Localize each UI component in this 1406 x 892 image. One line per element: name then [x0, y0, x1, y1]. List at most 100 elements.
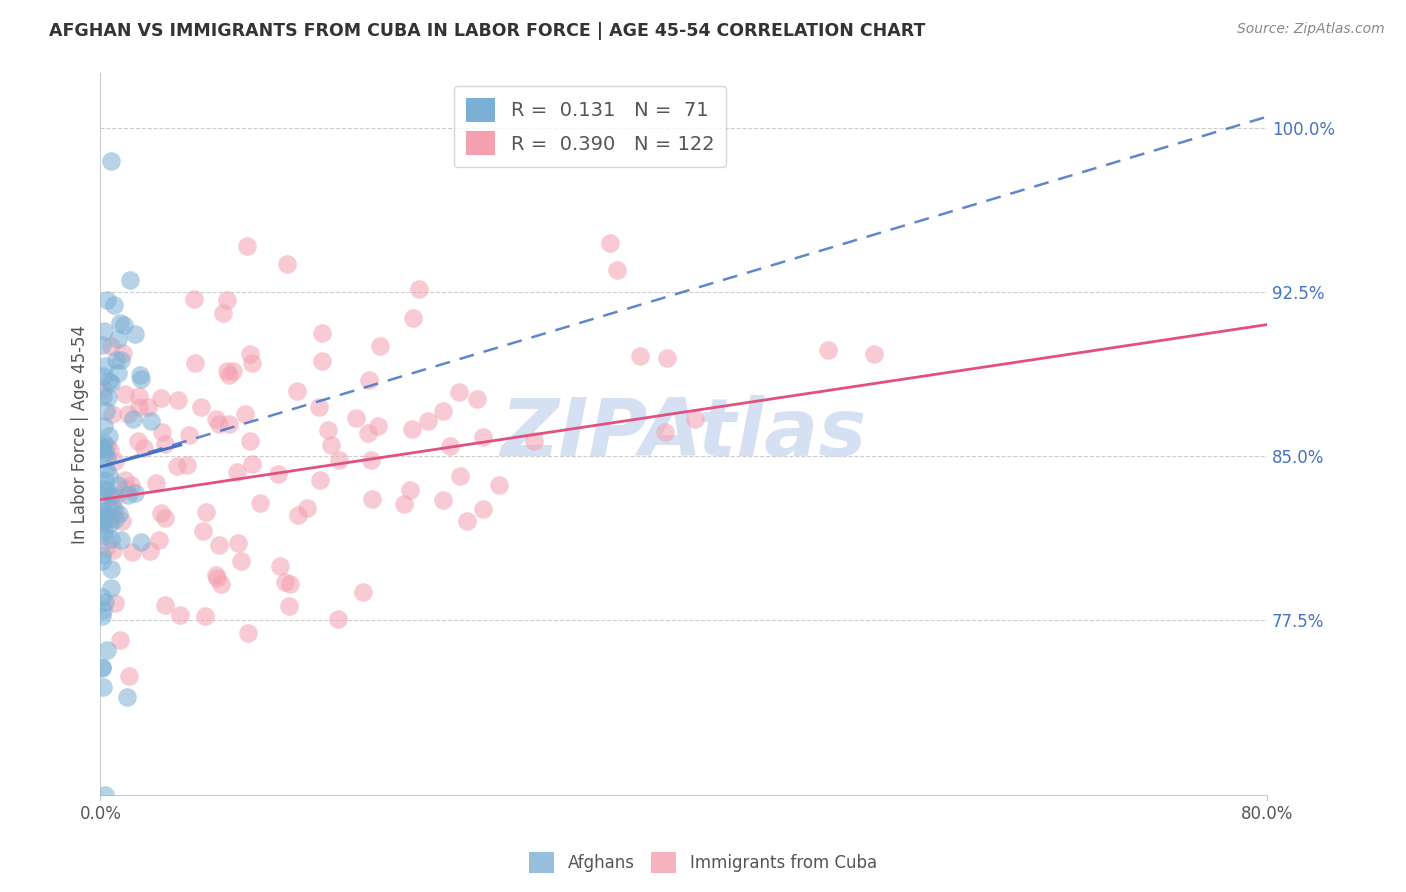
Point — [111, 346, 134, 360]
Point — [418, 414, 440, 428]
Point — [225, 465, 247, 479]
Point — [352, 585, 374, 599]
Point — [456, 515, 478, 529]
Point — [100, 562, 122, 576]
Point — [316, 423, 339, 437]
Point — [104, 454, 127, 468]
Point — [277, 599, 299, 614]
Point — [120, 478, 142, 492]
Point — [194, 609, 217, 624]
Point — [139, 414, 162, 428]
Point — [90, 505, 112, 519]
Point — [628, 349, 651, 363]
Point — [97, 390, 120, 404]
Point — [408, 282, 430, 296]
Point — [465, 392, 488, 406]
Point — [100, 581, 122, 595]
Point — [91, 488, 114, 502]
Point — [145, 476, 167, 491]
Point — [98, 516, 121, 531]
Point — [217, 293, 239, 307]
Point — [218, 417, 240, 431]
Point — [104, 511, 127, 525]
Point — [91, 369, 114, 384]
Point — [204, 412, 226, 426]
Point — [269, 559, 291, 574]
Point — [150, 425, 173, 439]
Point — [328, 453, 350, 467]
Point — [319, 437, 342, 451]
Point — [91, 680, 114, 694]
Point — [90, 608, 112, 623]
Point — [447, 384, 470, 399]
Text: ZIPAtlas: ZIPAtlas — [501, 395, 866, 473]
Point — [209, 577, 232, 591]
Point — [276, 257, 298, 271]
Point — [439, 439, 461, 453]
Point — [91, 504, 114, 518]
Point — [108, 632, 131, 647]
Point — [360, 453, 382, 467]
Point — [236, 625, 259, 640]
Point — [357, 426, 380, 441]
Point — [195, 505, 218, 519]
Point — [685, 412, 707, 426]
Text: Source: ZipAtlas.com: Source: ZipAtlas.com — [1237, 22, 1385, 37]
Point — [127, 434, 149, 449]
Point — [190, 400, 212, 414]
Point — [104, 503, 127, 517]
Point — [101, 488, 124, 502]
Point — [103, 298, 125, 312]
Point — [128, 368, 150, 383]
Point — [104, 489, 127, 503]
Point — [606, 263, 628, 277]
Point — [205, 568, 228, 582]
Point — [398, 483, 420, 497]
Point — [94, 404, 117, 418]
Point — [91, 442, 114, 457]
Point — [120, 272, 142, 286]
Point — [114, 474, 136, 488]
Point — [110, 353, 132, 368]
Point — [149, 506, 172, 520]
Point — [432, 493, 454, 508]
Point — [655, 351, 678, 365]
Point — [90, 659, 112, 673]
Point — [121, 545, 143, 559]
Point — [108, 507, 131, 521]
Point — [101, 407, 124, 421]
Point — [94, 475, 117, 489]
Point — [150, 391, 173, 405]
Point — [177, 428, 200, 442]
Point — [359, 374, 381, 388]
Point — [523, 434, 546, 449]
Text: AFGHAN VS IMMIGRANTS FROM CUBA IN LABOR FORCE | AGE 45-54 CORRELATION CHART: AFGHAN VS IMMIGRANTS FROM CUBA IN LABOR … — [49, 22, 925, 40]
Point — [108, 316, 131, 330]
Point — [93, 788, 115, 802]
Point — [94, 482, 117, 496]
Point — [239, 434, 262, 449]
Point — [221, 364, 243, 378]
Point — [110, 533, 132, 548]
Point — [118, 669, 141, 683]
Point — [107, 366, 129, 380]
Point — [115, 690, 138, 704]
Point — [90, 338, 112, 352]
Point — [218, 368, 240, 382]
Point — [94, 461, 117, 475]
Point — [93, 435, 115, 450]
Point — [93, 359, 115, 373]
Point — [166, 459, 188, 474]
Point — [94, 541, 117, 555]
Point — [207, 571, 229, 585]
Point — [212, 306, 235, 320]
Point — [98, 500, 121, 515]
Point — [153, 437, 176, 451]
Point — [96, 643, 118, 657]
Point — [155, 598, 177, 612]
Point — [226, 535, 249, 549]
Point — [128, 389, 150, 403]
Point — [132, 441, 155, 455]
Point — [90, 510, 112, 524]
Point — [98, 374, 121, 388]
